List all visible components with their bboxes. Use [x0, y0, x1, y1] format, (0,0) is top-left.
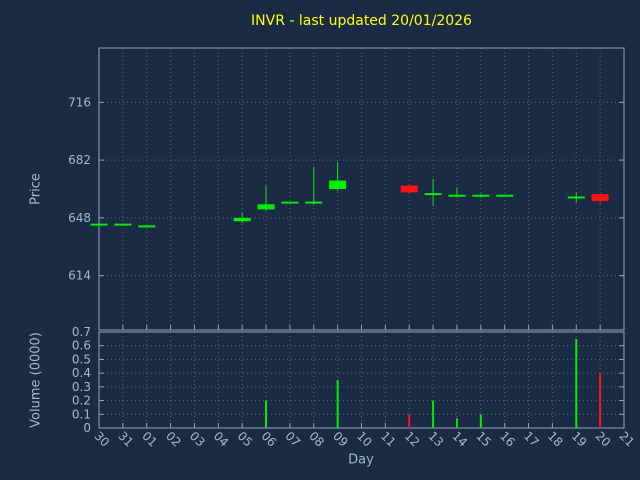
volume-tick-label: 0.6: [72, 339, 91, 353]
x-tick-label: 07: [282, 429, 303, 450]
x-tick-label: 14: [449, 429, 470, 450]
x-tick-label: 30: [91, 429, 112, 450]
volume-tick-label: 0.5: [72, 352, 91, 366]
x-tick-label: 10: [354, 429, 375, 450]
x-tick-label: 03: [187, 429, 208, 450]
volume-tick-label: 0.1: [72, 407, 91, 421]
volume-tick-label: 0.4: [72, 366, 91, 380]
price-tick-label: 716: [68, 95, 91, 109]
x-tick-label: 12: [402, 429, 423, 450]
x-tick-label: 04: [211, 429, 232, 450]
x-axis-label: Day: [348, 452, 374, 468]
volume-tick-label: 0.3: [72, 380, 91, 394]
x-tick-label: 01: [139, 429, 160, 450]
volume-tick-label: 0.2: [72, 394, 91, 408]
x-tick-label: 13: [426, 429, 447, 450]
x-tick-label: 20: [593, 429, 614, 450]
x-tick-label: 06: [259, 429, 280, 450]
x-tick-label: 08: [306, 429, 327, 450]
volume-tick-label: 0.7: [72, 325, 91, 339]
volume-axis-label: Volume (0000): [28, 332, 44, 428]
x-tick-label: 02: [163, 429, 184, 450]
x-tick-label: 11: [378, 429, 399, 450]
x-tick-label: 21: [616, 429, 637, 450]
x-tick-label: 17: [521, 429, 542, 450]
candle-body: [329, 180, 347, 189]
x-tick-label: 16: [497, 429, 518, 450]
price-tick-label: 682: [68, 153, 91, 167]
x-tick-label: 19: [569, 429, 590, 450]
price-panel-frame: [98, 47, 625, 331]
price-tick-label: 648: [68, 211, 91, 225]
price-tick-label: 614: [68, 269, 91, 283]
price-axis-label: Price: [28, 173, 44, 205]
candle-body: [257, 204, 275, 210]
x-tick-label: 09: [330, 429, 351, 450]
x-tick-label: 15: [473, 429, 494, 450]
x-tick-label: 18: [545, 429, 566, 450]
x-tick-label: 05: [235, 429, 256, 450]
x-tick-label: 31: [115, 429, 136, 450]
candle-body: [591, 194, 609, 201]
volume-tick-label: 0: [83, 421, 91, 435]
candle-body: [233, 217, 251, 222]
candle-body: [400, 185, 418, 193]
chart-title: INVR - last updated 20/01/2026: [251, 13, 472, 29]
